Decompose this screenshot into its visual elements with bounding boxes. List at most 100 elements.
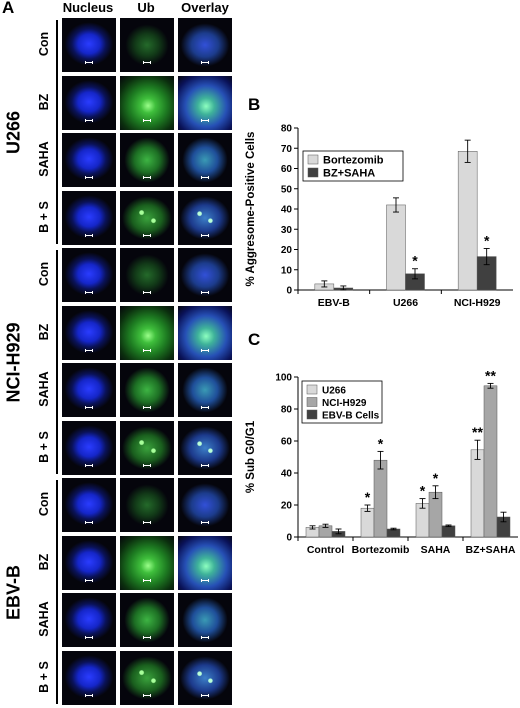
row-label: BZ [37, 323, 51, 340]
y-tick-label: 10 [281, 265, 293, 276]
group-label: EBV-B [3, 565, 24, 621]
y-tick-label: 70 [281, 144, 293, 155]
row-label: SAHA [37, 141, 51, 177]
x-tick-label: SAHA [421, 544, 451, 556]
y-tick-label: 60 [281, 437, 293, 448]
significance-marker: ** [485, 367, 496, 383]
x-tick-label: BZ+SAHA [466, 544, 516, 556]
scale-bar [85, 636, 93, 639]
panel-c-letter: C [248, 330, 261, 349]
micrograph-overlay-cell [178, 593, 232, 647]
micrograph-nucleus-cell [62, 75, 116, 130]
y-tick-label: 20 [281, 501, 293, 512]
scale-bar [143, 693, 151, 697]
scale-bar [201, 406, 209, 409]
scale-bar [201, 521, 209, 524]
y-axis-label: % Aggresome-Positive Cells [245, 132, 257, 287]
scale-bar [201, 61, 209, 64]
micrograph-nucleus-cell [62, 420, 116, 475]
scale-bar [201, 176, 209, 179]
micrograph-ub-cell [120, 18, 174, 72]
scale-bar [85, 348, 93, 352]
micrograph-overlay-cell [178, 420, 232, 475]
scale-bar [143, 521, 151, 524]
scale-bar [143, 636, 151, 639]
group-label: NCI-H929 [3, 322, 24, 403]
row-label: SAHA [37, 371, 51, 407]
bar [373, 459, 388, 538]
y-tick-label: 30 [281, 225, 293, 236]
group-bracket [56, 20, 58, 244]
micrograph-ub-cell [120, 248, 174, 302]
scale-bar [143, 233, 151, 237]
scale-bar [143, 176, 151, 179]
scale-bar [143, 291, 151, 294]
x-tick-label: U266 [393, 297, 418, 309]
y-tick-label: 0 [286, 286, 292, 297]
legend-box [302, 150, 404, 182]
scale-bar [143, 406, 151, 409]
legend-label: Bortezomib [323, 155, 384, 167]
scale-bar [85, 521, 93, 524]
scale-bar [201, 233, 209, 237]
chart-c-subg0g1: % Sub G0/G1 0 20 40 60 80 100 Control Bortezomib… [245, 367, 518, 556]
micrograph-overlay-cell [178, 650, 232, 705]
micrograph-nucleus-cell [62, 18, 116, 72]
scale-bar [85, 693, 93, 697]
row-label: B + S [37, 660, 51, 693]
scale-bar [85, 578, 93, 582]
scale-bar [85, 291, 93, 294]
micrograph-overlay-cell [178, 305, 232, 360]
x-tick-label: NCI-H929 [454, 297, 501, 309]
scale-bar [201, 291, 209, 294]
micrograph-overlay-cell [178, 363, 232, 417]
scale-bar [85, 233, 93, 237]
significance-marker: * [420, 483, 426, 499]
y-tick-label: 40 [281, 469, 293, 480]
significance-marker: ** [472, 424, 483, 440]
micrograph-ub-cell [120, 133, 174, 187]
scale-bar [85, 176, 93, 179]
micrograph-nucleus-cell [62, 190, 116, 245]
x-tick-label: Bortezomib [352, 544, 410, 556]
column-header-ub: Ub [137, 0, 155, 15]
micrograph-overlay-cell [178, 133, 232, 187]
x-tick-label: EBV-B [318, 297, 351, 309]
micrograph-ub-cell [120, 75, 174, 130]
y-tick-label: 80 [281, 405, 293, 416]
scale-bar [143, 463, 151, 467]
significance-marker: * [365, 489, 371, 505]
y-tick-label: 50 [281, 184, 293, 195]
scale-bar [201, 118, 209, 122]
scale-bar [85, 118, 93, 122]
legend-label: EBV-B Cells [322, 411, 380, 422]
scale-bar [201, 578, 209, 582]
scale-bar [143, 61, 151, 64]
micrograph-nucleus-cell [62, 478, 116, 532]
micrograph-ub-cell [120, 593, 174, 647]
panel-a-letter: A [2, 0, 15, 17]
micrograph-nucleus-cell [62, 650, 116, 705]
micrograph-overlay-cell [178, 248, 232, 302]
legend-label: NCI-H929 [322, 398, 367, 409]
row-label: B + S [37, 200, 51, 233]
panel-b-letter: B [248, 95, 261, 114]
y-tick-label: 60 [281, 164, 293, 175]
significance-marker: * [378, 435, 384, 451]
micrograph-ub-cell [120, 535, 174, 590]
legend-label: U266 [322, 386, 346, 397]
micrograph-ub-cell [120, 305, 174, 360]
bar [470, 449, 485, 538]
micrograph-nucleus-cell [62, 133, 116, 187]
micrograph-overlay-cell [178, 478, 232, 532]
legend-swatch [306, 409, 318, 420]
micrograph-ub-cell [120, 420, 174, 475]
row-label: Con [37, 491, 51, 517]
row-label: BZ [37, 93, 51, 110]
significance-marker: * [484, 232, 490, 248]
bar [441, 525, 456, 538]
group-bracket [56, 250, 58, 474]
scale-bar [85, 463, 93, 467]
legend-swatch [306, 384, 318, 395]
row-label: SAHA [37, 601, 51, 637]
